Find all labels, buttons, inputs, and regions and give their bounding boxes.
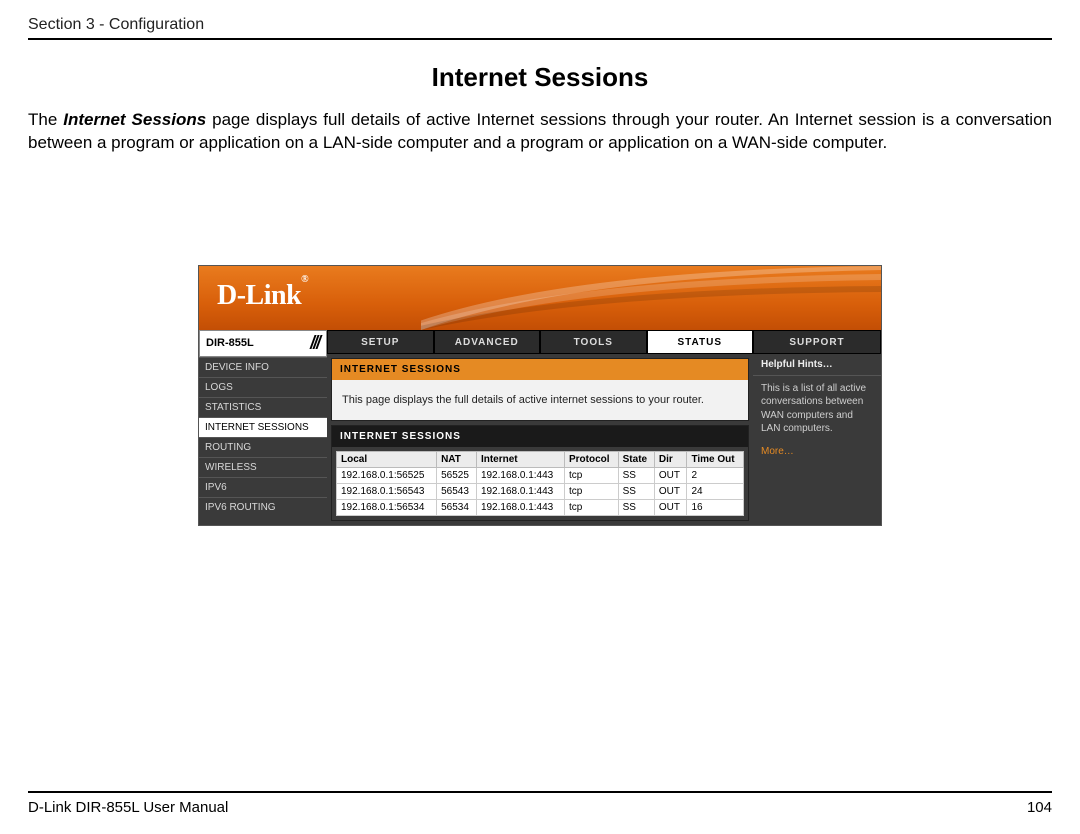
panel-sessions-title: INTERNET SESSIONS [332, 426, 748, 447]
sidebar-item-device-info[interactable]: DEVICE INFO [199, 357, 327, 377]
screenshot-body: DIR-855L DEVICE INFOLOGSSTATISTICSINTERN… [199, 330, 881, 525]
table-cell: 192.168.0.1:56543 [337, 483, 437, 499]
sidebar-item-routing[interactable]: ROUTING [199, 437, 327, 457]
panel-description-title: INTERNET SESSIONS [332, 359, 748, 380]
table-row: 192.168.0.1:5654356543192.168.0.1:443tcp… [337, 483, 744, 499]
sidebar-item-wireless[interactable]: WIRELESS [199, 457, 327, 477]
hints-title: Helpful Hints… [753, 354, 881, 376]
panel-description-body: This page displays the full details of a… [332, 380, 748, 420]
registered-icon: ® [301, 274, 308, 285]
sidebar-item-ipv6[interactable]: IPV6 [199, 477, 327, 497]
page-title: Internet Sessions [28, 62, 1052, 93]
table-cell: 192.168.0.1:443 [476, 483, 564, 499]
col-local: Local [337, 451, 437, 467]
section-header: Section 3 - Configuration [28, 16, 1052, 40]
table-cell: 192.168.0.1:56525 [337, 467, 437, 483]
col-nat: NAT [437, 451, 477, 467]
footer-left: D-Link DIR-855L User Manual [28, 799, 228, 816]
brand-logo-text: D-Link [217, 280, 301, 311]
table-cell: SS [618, 499, 654, 515]
col-dir: Dir [654, 451, 687, 467]
table-cell: OUT [654, 499, 687, 515]
model-stripes-icon [311, 335, 320, 352]
sidebar-item-logs[interactable]: LOGS [199, 377, 327, 397]
support-tab-row: SUPPORT [753, 330, 881, 354]
tab-tools[interactable]: TOOLS [540, 330, 647, 354]
main-column: SETUPADVANCEDTOOLSSTATUS INTERNET SESSIO… [327, 330, 753, 525]
table-cell: SS [618, 467, 654, 483]
table-cell: 24 [687, 483, 744, 499]
table-cell: tcp [564, 467, 618, 483]
intro-paragraph: The Internet Sessions page displays full… [28, 109, 1052, 155]
sidebar-item-ipv6-routing[interactable]: IPV6 ROUTING [199, 497, 327, 517]
header-swoosh [421, 266, 881, 330]
hints-body: This is a list of all active conversatio… [753, 376, 881, 442]
table-cell: 192.168.0.1:443 [476, 467, 564, 483]
table-cell: OUT [654, 483, 687, 499]
col-state: State [618, 451, 654, 467]
hints-column: SUPPORT Helpful Hints… This is a list of… [753, 330, 881, 525]
brand-logo: D-Link® [217, 280, 308, 312]
more-link[interactable]: More… [753, 442, 881, 461]
tab-status[interactable]: STATUS [647, 330, 754, 354]
table-cell: 56543 [437, 483, 477, 499]
intro-prefix: The [28, 110, 63, 129]
table-cell: 2 [687, 467, 744, 483]
table-cell: 16 [687, 499, 744, 515]
footer-page-number: 104 [1027, 799, 1052, 816]
table-cell: SS [618, 483, 654, 499]
panel-sessions: INTERNET SESSIONS LocalNATInternetProtoc… [331, 425, 749, 521]
tab-support[interactable]: SUPPORT [753, 330, 881, 354]
table-row: 192.168.0.1:5653456534192.168.0.1:443tcp… [337, 499, 744, 515]
model-badge: DIR-855L [199, 330, 327, 357]
table-row: 192.168.0.1:5652556525192.168.0.1:443tcp… [337, 467, 744, 483]
sessions-table-header-row: LocalNATInternetProtocolStateDirTime Out [337, 451, 744, 467]
page-footer: D-Link DIR-855L User Manual 104 [28, 791, 1052, 816]
table-cell: 192.168.0.1:443 [476, 499, 564, 515]
col-internet: Internet [476, 451, 564, 467]
router-screenshot: D-Link® DIR-855L DEVICE INFOLOGSSTATISTI… [198, 265, 882, 526]
tab-advanced[interactable]: ADVANCED [434, 330, 541, 354]
table-cell: OUT [654, 467, 687, 483]
sidebar-item-statistics[interactable]: STATISTICS [199, 397, 327, 417]
table-cell: 56534 [437, 499, 477, 515]
intro-em: Internet Sessions [63, 110, 206, 129]
tab-setup[interactable]: SETUP [327, 330, 434, 354]
sessions-table: LocalNATInternetProtocolStateDirTime Out… [336, 451, 744, 516]
table-cell: 56525 [437, 467, 477, 483]
sidebar-item-internet-sessions[interactable]: INTERNET SESSIONS [199, 417, 327, 437]
main-tabs: SETUPADVANCEDTOOLSSTATUS [327, 330, 753, 354]
table-cell: tcp [564, 499, 618, 515]
screenshot-header: D-Link® [199, 266, 881, 330]
col-time-out: Time Out [687, 451, 744, 467]
table-cell: 192.168.0.1:56534 [337, 499, 437, 515]
table-cell: tcp [564, 483, 618, 499]
sidebar: DIR-855L DEVICE INFOLOGSSTATISTICSINTERN… [199, 330, 327, 525]
model-text: DIR-855L [206, 337, 254, 349]
col-protocol: Protocol [564, 451, 618, 467]
panel-description: INTERNET SESSIONS This page displays the… [331, 358, 749, 421]
